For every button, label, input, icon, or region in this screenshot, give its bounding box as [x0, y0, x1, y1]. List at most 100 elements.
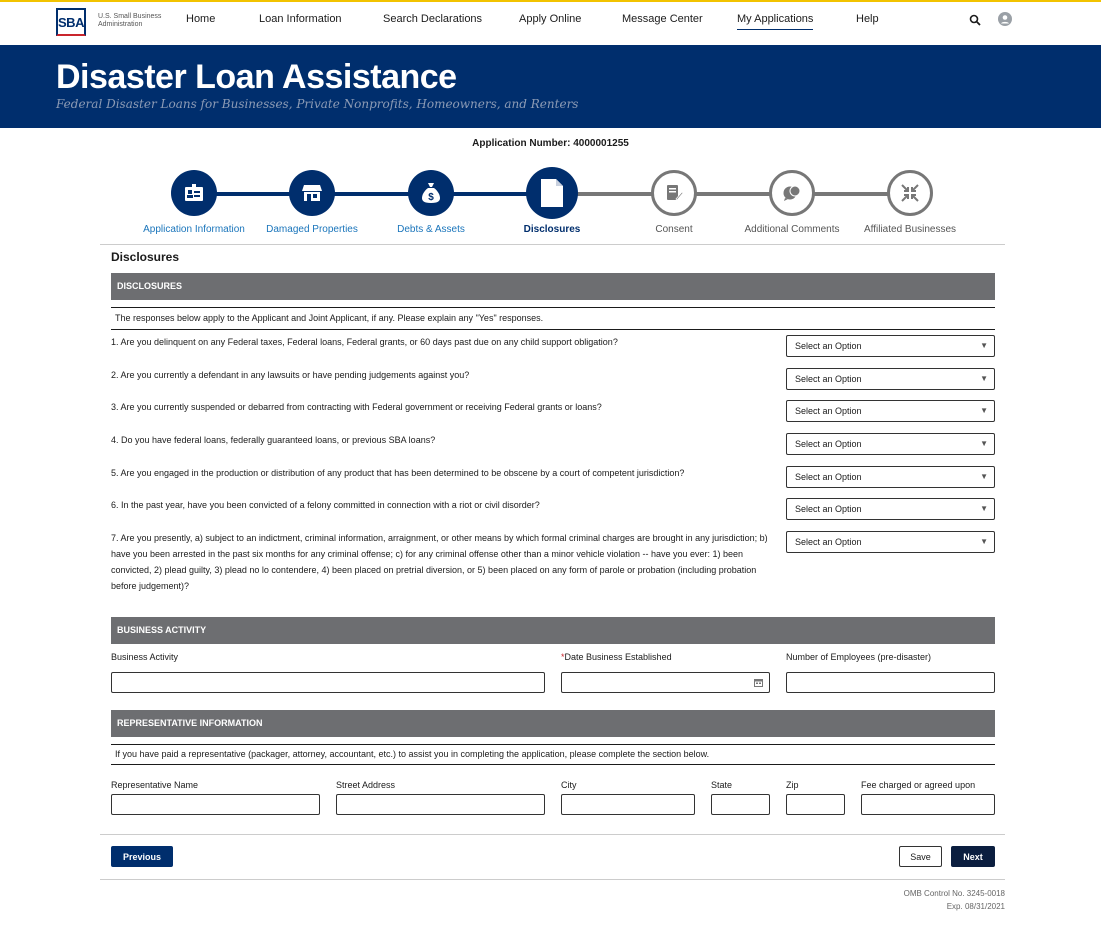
- step-label-damaged-properties[interactable]: Damaged Properties: [266, 224, 358, 235]
- date-established-label-text: Date Business Established: [564, 652, 672, 662]
- select-value: Select an Option: [795, 504, 862, 514]
- caret-down-icon: ▼: [980, 472, 988, 481]
- step-label-application-information[interactable]: Application Information: [143, 224, 245, 235]
- divider: [100, 834, 1005, 835]
- question-1: 1. Are you delinquent on any Federal tax…: [111, 337, 618, 347]
- id-card-icon: [185, 184, 203, 201]
- step-label-affiliated-businesses[interactable]: Affiliated Businesses: [863, 224, 957, 235]
- representative-intro: If you have paid a representative (packa…: [111, 744, 995, 765]
- state-input[interactable]: [711, 794, 770, 815]
- caret-down-icon: ▼: [980, 374, 988, 383]
- nav-help[interactable]: Help: [856, 13, 879, 25]
- banner-title: Disaster Loan Assistance: [56, 58, 457, 96]
- previous-button[interactable]: Previous: [111, 846, 173, 867]
- employees-label: Number of Employees (pre-disaster): [786, 652, 932, 662]
- nav-message-center[interactable]: Message Center: [622, 13, 703, 25]
- search-icon[interactable]: [969, 13, 981, 31]
- section-header-representative: REPRESENTATIVE INFORMATION: [111, 710, 995, 737]
- step-additional-comments[interactable]: [769, 170, 815, 216]
- question-3-select[interactable]: Select an Option ▼: [786, 400, 995, 422]
- step-application-information[interactable]: [171, 170, 217, 216]
- business-activity-input[interactable]: [111, 672, 545, 693]
- select-value: Select an Option: [795, 472, 862, 482]
- select-value: Select an Option: [795, 537, 862, 547]
- compress-icon: [901, 184, 919, 202]
- caret-down-icon: ▼: [980, 504, 988, 513]
- step-damaged-properties[interactable]: [289, 170, 335, 216]
- disclosures-intro: The responses below apply to the Applica…: [111, 307, 995, 330]
- rep-name-input[interactable]: [111, 794, 320, 815]
- rep-name-label: Representative Name: [111, 780, 199, 790]
- select-value: Select an Option: [795, 406, 862, 416]
- question-7: 7. Are you presently, a) subject to an i…: [111, 533, 768, 591]
- select-value: Select an Option: [795, 439, 862, 449]
- question-2: 2. Are you currently a defendant in any …: [111, 370, 470, 380]
- banner-subtitle: Federal Disaster Loans for Businesses, P…: [56, 97, 579, 111]
- question-3: 3. Are you currently suspended or debarr…: [111, 402, 602, 412]
- user-avatar-icon[interactable]: [998, 12, 1012, 31]
- caret-down-icon: ▼: [980, 439, 988, 448]
- question-4: 4. Do you have federal loans, federally …: [111, 435, 436, 445]
- employees-input[interactable]: [786, 672, 995, 693]
- next-button[interactable]: Next: [951, 846, 995, 867]
- question-5: 5. Are you engaged in the production or …: [111, 468, 685, 478]
- step-disclosures[interactable]: [526, 167, 578, 219]
- signature-icon: [667, 185, 683, 201]
- sba-logo[interactable]: SBA: [56, 8, 86, 36]
- step-affiliated-businesses[interactable]: [887, 170, 933, 216]
- street-address-input[interactable]: [336, 794, 545, 815]
- city-label: City: [561, 780, 577, 790]
- select-value: Select an Option: [795, 374, 862, 384]
- chat-icon: [783, 185, 801, 201]
- caret-down-icon: ▼: [980, 341, 988, 350]
- step-label-additional-comments[interactable]: Additional Comments: [744, 224, 840, 235]
- nav-home[interactable]: Home: [186, 13, 216, 25]
- calendar-icon[interactable]: [754, 678, 763, 687]
- document-icon: [541, 179, 563, 207]
- page-title: Disclosures: [111, 250, 180, 264]
- question-2-select[interactable]: Select an Option ▼: [786, 368, 995, 390]
- zip-input[interactable]: [786, 794, 845, 815]
- question-5-select[interactable]: Select an Option ▼: [786, 466, 995, 488]
- step-consent[interactable]: [651, 170, 697, 216]
- svg-text:$: $: [428, 192, 434, 203]
- fee-input[interactable]: [861, 794, 995, 815]
- save-button[interactable]: Save: [899, 846, 942, 867]
- step-label-debts-assets[interactable]: Debts & Assets: [397, 224, 465, 235]
- section-header-disclosures: DISCLOSURES: [111, 273, 995, 300]
- question-1-select[interactable]: Select an Option ▼: [786, 335, 995, 357]
- step-label-disclosures[interactable]: Disclosures: [523, 224, 581, 235]
- top-accent-line: [0, 0, 1101, 2]
- question-6: 6. In the past year, have you been convi…: [111, 500, 540, 510]
- step-label-consent[interactable]: Consent: [655, 224, 693, 235]
- omb-control-number: OMB Control No. 3245-0018: [903, 889, 1005, 898]
- divider: [100, 879, 1005, 880]
- question-4-select[interactable]: Select an Option ▼: [786, 433, 995, 455]
- logo-subtitle: U.S. Small Business Administration: [98, 13, 162, 28]
- caret-down-icon: ▼: [980, 406, 988, 415]
- progress-track-complete: [194, 192, 552, 196]
- nav-search-declarations[interactable]: Search Declarations: [383, 13, 483, 25]
- city-input[interactable]: [561, 794, 695, 815]
- state-label: State: [711, 780, 733, 790]
- storefront-icon: [302, 185, 322, 201]
- date-established-input[interactable]: [561, 672, 770, 693]
- business-activity-label: Business Activity: [111, 652, 179, 662]
- progress-track-incomplete: [552, 192, 910, 196]
- application-number: Application Number: 4000001255: [472, 138, 629, 149]
- date-established-label: *Date Business Established: [561, 652, 672, 662]
- step-debts-assets[interactable]: $: [408, 170, 454, 216]
- select-value: Select an Option: [795, 341, 862, 351]
- street-address-label: Street Address: [336, 780, 396, 790]
- section-header-business-activity: BUSINESS ACTIVITY: [111, 617, 995, 644]
- caret-down-icon: ▼: [980, 537, 988, 546]
- nav-apply-online[interactable]: Apply Online: [519, 13, 582, 25]
- nav-loan-information[interactable]: Loan Information: [259, 13, 342, 25]
- question-6-select[interactable]: Select an Option ▼: [786, 498, 995, 520]
- required-marker: *: [561, 652, 565, 662]
- money-bag-icon: $: [422, 183, 440, 203]
- nav-my-applications[interactable]: My Applications: [737, 13, 814, 30]
- top-nav: [0, 2, 1101, 45]
- zip-label: Zip: [786, 780, 799, 790]
- question-7-select[interactable]: Select an Option ▼: [786, 531, 995, 553]
